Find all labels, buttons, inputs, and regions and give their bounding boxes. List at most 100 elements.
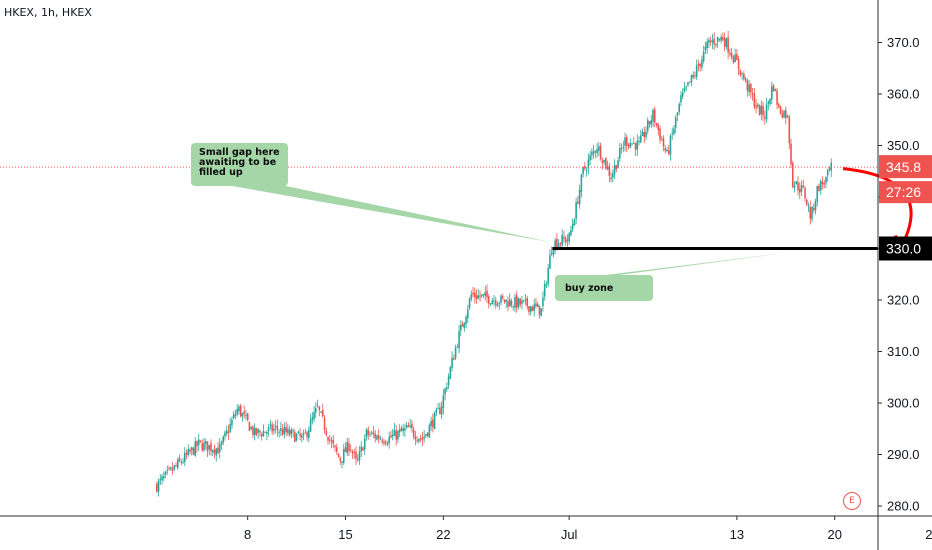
candle-body [575, 202, 577, 219]
candle-body [259, 430, 261, 433]
earnings-badge[interactable]: E [843, 492, 861, 510]
candle-body [662, 138, 665, 147]
candle-body [660, 139, 663, 141]
candle-body [295, 434, 298, 441]
candle-body [309, 419, 312, 432]
candle-body [708, 39, 710, 43]
y-tick-label: 370.0 [887, 35, 920, 50]
candle-body [363, 438, 366, 450]
candle-body [321, 410, 324, 417]
candle-body [328, 439, 331, 441]
candle-body [666, 149, 668, 151]
candle-body [273, 428, 275, 431]
candle-body [157, 480, 160, 492]
candle-body [433, 412, 436, 429]
x-tick-label: 8 [244, 527, 251, 542]
x-tick-label: 20 [827, 527, 841, 542]
candle-body [425, 434, 427, 437]
candle-body [709, 40, 712, 42]
support-price-tag[interactable] [879, 236, 932, 261]
candle-body [171, 468, 174, 471]
candle-body [412, 429, 415, 437]
candle-body [765, 104, 768, 120]
candle-body [217, 447, 219, 454]
candle-body [587, 159, 590, 169]
candle-body [746, 80, 749, 91]
x-tick-label: 13 [730, 527, 744, 542]
candle-body [269, 424, 272, 426]
candle-body [206, 441, 209, 452]
candle-body [732, 56, 735, 63]
candle-body [260, 434, 263, 437]
candle-body [239, 405, 242, 417]
candle-body [741, 73, 743, 75]
candle-body [743, 73, 745, 80]
candle-body [395, 430, 397, 440]
candle-body [372, 432, 375, 435]
candle-body [545, 284, 548, 286]
candle-body [220, 442, 223, 445]
candle-body [690, 75, 693, 83]
candle-body [596, 148, 598, 153]
candle-body [210, 443, 212, 452]
candle-body [199, 440, 202, 442]
candle-body [330, 440, 333, 442]
candle-body [692, 74, 694, 78]
candle-body [426, 432, 429, 436]
candle-body [285, 427, 287, 433]
candle-body [811, 207, 813, 220]
candle-body [697, 63, 700, 66]
candle-body [439, 407, 441, 415]
candle-body [599, 145, 602, 160]
candle-body [281, 429, 284, 435]
candle-body [722, 37, 724, 40]
candle-body [556, 238, 558, 248]
candle-body [737, 58, 740, 69]
candle-body [790, 143, 792, 165]
candle-body [222, 436, 225, 443]
candle-body [243, 411, 245, 414]
candle-body [477, 295, 480, 299]
candle-body [308, 430, 310, 439]
candle-body [653, 109, 656, 123]
y-tick-label: 360.0 [887, 87, 920, 102]
candle-body [515, 295, 518, 308]
candle-body [561, 235, 563, 246]
time-axis[interactable]: 81522Jul132027Aug [244, 516, 932, 542]
candle-body [646, 120, 649, 131]
candle-body [176, 459, 179, 468]
candle-body [797, 182, 799, 191]
candle-body [757, 104, 759, 107]
candle-body [617, 160, 619, 169]
candle-body [227, 431, 230, 434]
candle-body [419, 438, 422, 440]
last-price-tag[interactable] [879, 155, 932, 179]
x-tick-label: Jul [561, 527, 578, 542]
candle-body [659, 128, 661, 140]
candle-body [187, 449, 190, 455]
candle-body [379, 438, 382, 440]
candle-body [306, 432, 308, 437]
candle-body [758, 104, 761, 116]
candle-body [784, 110, 787, 118]
candle-body [166, 469, 169, 471]
candle-body [507, 301, 509, 307]
candle-body [262, 431, 265, 437]
candle-body [711, 40, 714, 43]
candle-body [723, 37, 726, 47]
buy-zone-callout[interactable]: buy zone [555, 275, 653, 301]
symbol-legend[interactable]: HKEX, 1h, HKEX [4, 6, 92, 19]
gap-callout[interactable]: Small gap here awaiting to be filled up [191, 143, 288, 186]
candle-body [540, 308, 542, 317]
candle-body [356, 459, 359, 461]
candle-body [643, 131, 646, 138]
candle-body [825, 176, 827, 184]
candle-body [774, 89, 777, 92]
candle-body [156, 483, 158, 492]
candle-body [236, 408, 238, 415]
candle-body [451, 357, 453, 368]
candle-body [461, 324, 464, 327]
candle-body [529, 306, 532, 313]
candle-body [543, 283, 546, 297]
